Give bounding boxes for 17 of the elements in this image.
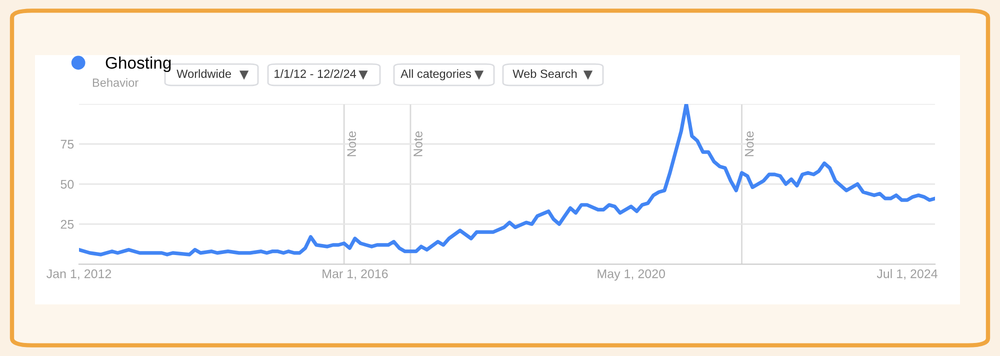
x-tick-label: May 1, 2020 — [598, 269, 666, 281]
chart-subtitle: Behavior — [92, 78, 138, 87]
y-tick-label: 75 — [60, 140, 74, 149]
text: Worldwide — [176, 69, 231, 78]
text: All categories — [400, 69, 472, 80]
x-tick-label: Mar 1, 2016 — [322, 269, 388, 280]
x-tick-label: Jan 1, 2012 — [46, 269, 112, 280]
y-tick-label: 25 — [60, 220, 74, 229]
ref-line-label: Note — [414, 131, 422, 156]
x-tick-label: Jul 1, 2024 — [876, 269, 938, 280]
text: 1/1/12 - 12/2/24 — [274, 69, 356, 78]
text: Web Search — [512, 69, 577, 78]
ref-line-label: Note — [347, 131, 356, 156]
y-tick-label: 50 — [60, 180, 74, 189]
legend-label: Ghosting — [106, 56, 171, 72]
line-series — [79, 104, 935, 256]
ref-line-label: Note — [744, 131, 754, 156]
